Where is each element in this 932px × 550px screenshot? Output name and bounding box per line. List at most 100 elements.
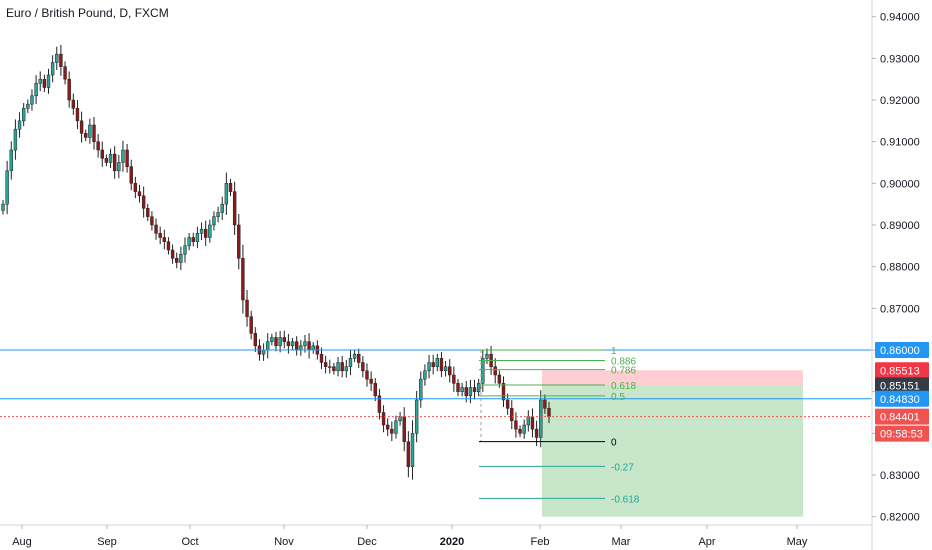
candle-down bbox=[452, 374, 456, 384]
candle-up bbox=[187, 237, 191, 247]
stop-loss-zone bbox=[542, 370, 803, 386]
price-axis-label: 0.94000 bbox=[880, 12, 920, 24]
candle-up bbox=[485, 353, 489, 359]
candle-up bbox=[117, 162, 121, 172]
candle-down bbox=[448, 366, 452, 376]
candle-up bbox=[311, 345, 315, 351]
price-axis-label: 0.88000 bbox=[880, 262, 920, 274]
candle-down bbox=[332, 366, 336, 372]
candle-down bbox=[534, 428, 539, 438]
candle-down bbox=[162, 237, 167, 242]
candle-up bbox=[398, 416, 402, 422]
candle-down bbox=[294, 341, 299, 351]
candle-down bbox=[402, 416, 406, 442]
candle-up bbox=[55, 53, 59, 63]
candle-down bbox=[249, 316, 253, 334]
fib-level-label: 1 bbox=[611, 346, 617, 357]
candle-down bbox=[406, 441, 411, 467]
candle-down bbox=[237, 224, 241, 259]
candle-down bbox=[357, 353, 361, 363]
entry-price-tag-label: 0.85151 bbox=[880, 380, 920, 392]
candle-down bbox=[493, 366, 497, 376]
candle-up bbox=[526, 416, 531, 426]
candle-down bbox=[514, 420, 518, 430]
time-axis-label: May bbox=[787, 536, 808, 548]
candle-up bbox=[216, 212, 220, 217]
candle-up bbox=[423, 370, 427, 380]
candle-down bbox=[112, 153, 117, 172]
candle-up bbox=[539, 399, 543, 438]
candle-up bbox=[427, 362, 431, 372]
line-price-tag-label: 0.86000 bbox=[880, 345, 920, 357]
candle-up bbox=[328, 366, 332, 368]
horizontal-lines[interactable] bbox=[0, 349, 872, 418]
candle-up bbox=[21, 108, 26, 122]
fib-level-label: 0.618 bbox=[611, 381, 636, 392]
candle-down bbox=[505, 399, 510, 409]
stop-price-tag-label: 0.85513 bbox=[880, 365, 920, 377]
candle-down bbox=[323, 362, 328, 367]
candle-down bbox=[67, 78, 71, 101]
candle-down bbox=[286, 341, 291, 347]
candle-up bbox=[199, 228, 204, 234]
candle-up bbox=[50, 62, 55, 76]
time-axis-label: Oct bbox=[181, 536, 198, 548]
candle-up bbox=[179, 253, 183, 263]
fib-level-label: -0.618 bbox=[611, 494, 640, 505]
current-price-tag: 0.84401 bbox=[875, 408, 929, 425]
candle-down bbox=[125, 149, 129, 167]
candle-down bbox=[59, 53, 63, 67]
time-axis-label: Mar bbox=[612, 536, 631, 548]
candle-up bbox=[410, 433, 415, 467]
time-axis-label: Feb bbox=[531, 536, 550, 548]
candle-down bbox=[133, 183, 138, 192]
candle-down bbox=[373, 383, 377, 397]
candle-up bbox=[460, 387, 464, 392]
price-tags: 0.86000 0.85513 0.85151 0.84830 0.84401 09:58… bbox=[875, 342, 929, 442]
time-axis-label: Nov bbox=[274, 536, 294, 548]
candle-down bbox=[501, 383, 506, 401]
fib-level-label: -0.27 bbox=[611, 462, 634, 473]
candle-down bbox=[431, 362, 435, 367]
candle-down bbox=[71, 99, 76, 109]
candle-down bbox=[158, 233, 162, 238]
candle-up bbox=[336, 362, 340, 372]
candle-up bbox=[481, 358, 485, 384]
candle-up bbox=[1, 203, 5, 211]
candle-up bbox=[299, 345, 303, 351]
candle-up bbox=[38, 78, 42, 84]
candle-down bbox=[385, 424, 390, 430]
line-price-tag-label: 0.84830 bbox=[880, 394, 920, 406]
candle-up bbox=[212, 216, 216, 226]
candle-up bbox=[394, 420, 398, 434]
time-axis[interactable]: Aug Sep Oct Nov Dec 2020 Feb Mar Apr May bbox=[12, 525, 808, 548]
line-price-tag: 0.84830 bbox=[875, 390, 929, 407]
candle-down bbox=[79, 120, 84, 134]
candle-down bbox=[369, 378, 373, 384]
candle-down bbox=[547, 408, 551, 417]
price-axis-label: 0.93000 bbox=[880, 53, 920, 65]
time-axis-label: 2020 bbox=[440, 536, 464, 548]
candle-down bbox=[203, 228, 208, 238]
candle-up bbox=[5, 170, 9, 205]
candle-up bbox=[26, 103, 30, 109]
candle-down bbox=[228, 183, 233, 192]
candle-up bbox=[303, 341, 307, 347]
candle-down bbox=[319, 353, 324, 363]
candle-down bbox=[232, 191, 237, 226]
candle-up bbox=[208, 224, 212, 238]
candle-down bbox=[307, 341, 311, 351]
candle-up bbox=[476, 383, 481, 392]
candle-down bbox=[543, 399, 547, 409]
candle-down bbox=[377, 395, 382, 413]
candle-down bbox=[175, 258, 179, 263]
candles bbox=[1, 44, 551, 480]
price-axis-label: 0.89000 bbox=[880, 220, 920, 232]
candle-down bbox=[464, 387, 468, 397]
candle-down bbox=[150, 216, 154, 226]
candle-down bbox=[340, 362, 344, 372]
candle-up bbox=[30, 95, 34, 105]
candle-up bbox=[13, 128, 18, 151]
